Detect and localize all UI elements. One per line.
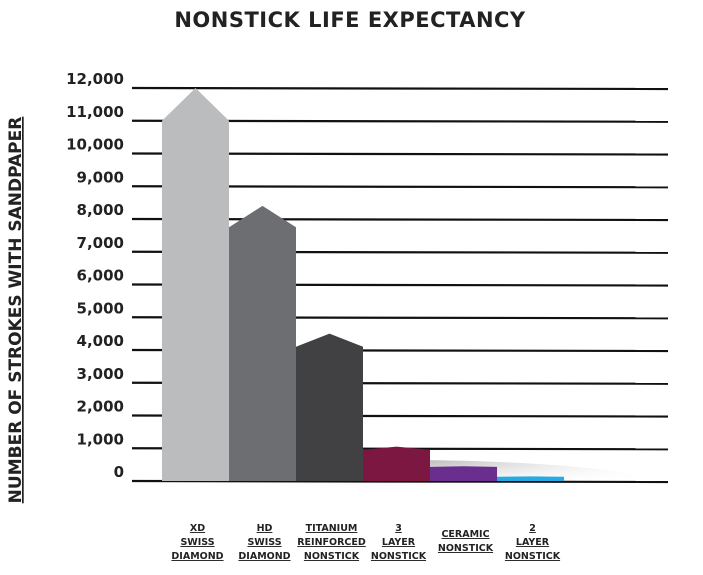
y-axis-label: NUMBER OF STROKES WITH SANDPAPER (6, 117, 26, 504)
bar (296, 333, 363, 481)
y-tick-label: 6,000 (77, 267, 124, 285)
x-category-label: REINFORCED (297, 537, 366, 548)
bar (162, 88, 229, 481)
x-category-label: 3 (395, 523, 402, 534)
y-tick-label: 8,000 (77, 201, 124, 219)
x-category-label: XD (190, 523, 205, 534)
x-category-label: SWISS (180, 537, 214, 548)
x-category-label: 2 (529, 523, 536, 534)
y-tick-label: 4,000 (77, 332, 124, 350)
y-tick-label: 3,000 (77, 365, 124, 383)
x-category-label: DIAMOND (171, 551, 223, 562)
x-category-label: HD (257, 523, 273, 534)
x-category-label: NONSTICK (438, 543, 494, 554)
bar (430, 466, 497, 481)
bar (229, 205, 296, 481)
x-category-label: SWISS (247, 537, 281, 548)
y-tick-label: 10,000 (66, 136, 124, 154)
y-tick-label: 5,000 (77, 299, 124, 317)
x-category-label: LAYER (382, 537, 416, 548)
bar (497, 476, 564, 481)
y-tick-label: 2,000 (77, 398, 124, 416)
bar (363, 446, 430, 481)
x-category-label: NONSTICK (304, 551, 360, 562)
x-category-label: TITANIUM (306, 523, 358, 534)
x-category-label: NONSTICK (505, 551, 561, 562)
x-category-label: DIAMOND (238, 551, 290, 562)
gridline (131, 479, 669, 484)
y-tick-label: 1,000 (77, 430, 124, 448)
y-tick-label: 7,000 (77, 234, 124, 252)
y-tick-label: 11,000 (66, 103, 124, 121)
x-category-label: CERAMIC (441, 529, 489, 540)
x-category-label: LAYER (516, 537, 550, 548)
x-category-label: NONSTICK (371, 551, 427, 562)
y-tick-label: 12,000 (66, 70, 124, 88)
chart-title: NONSTICK LIFE EXPECTANCY (174, 8, 526, 32)
y-tick-label: 9,000 (77, 168, 124, 186)
gridline (131, 86, 669, 91)
y-tick-label: 0 (114, 463, 124, 481)
